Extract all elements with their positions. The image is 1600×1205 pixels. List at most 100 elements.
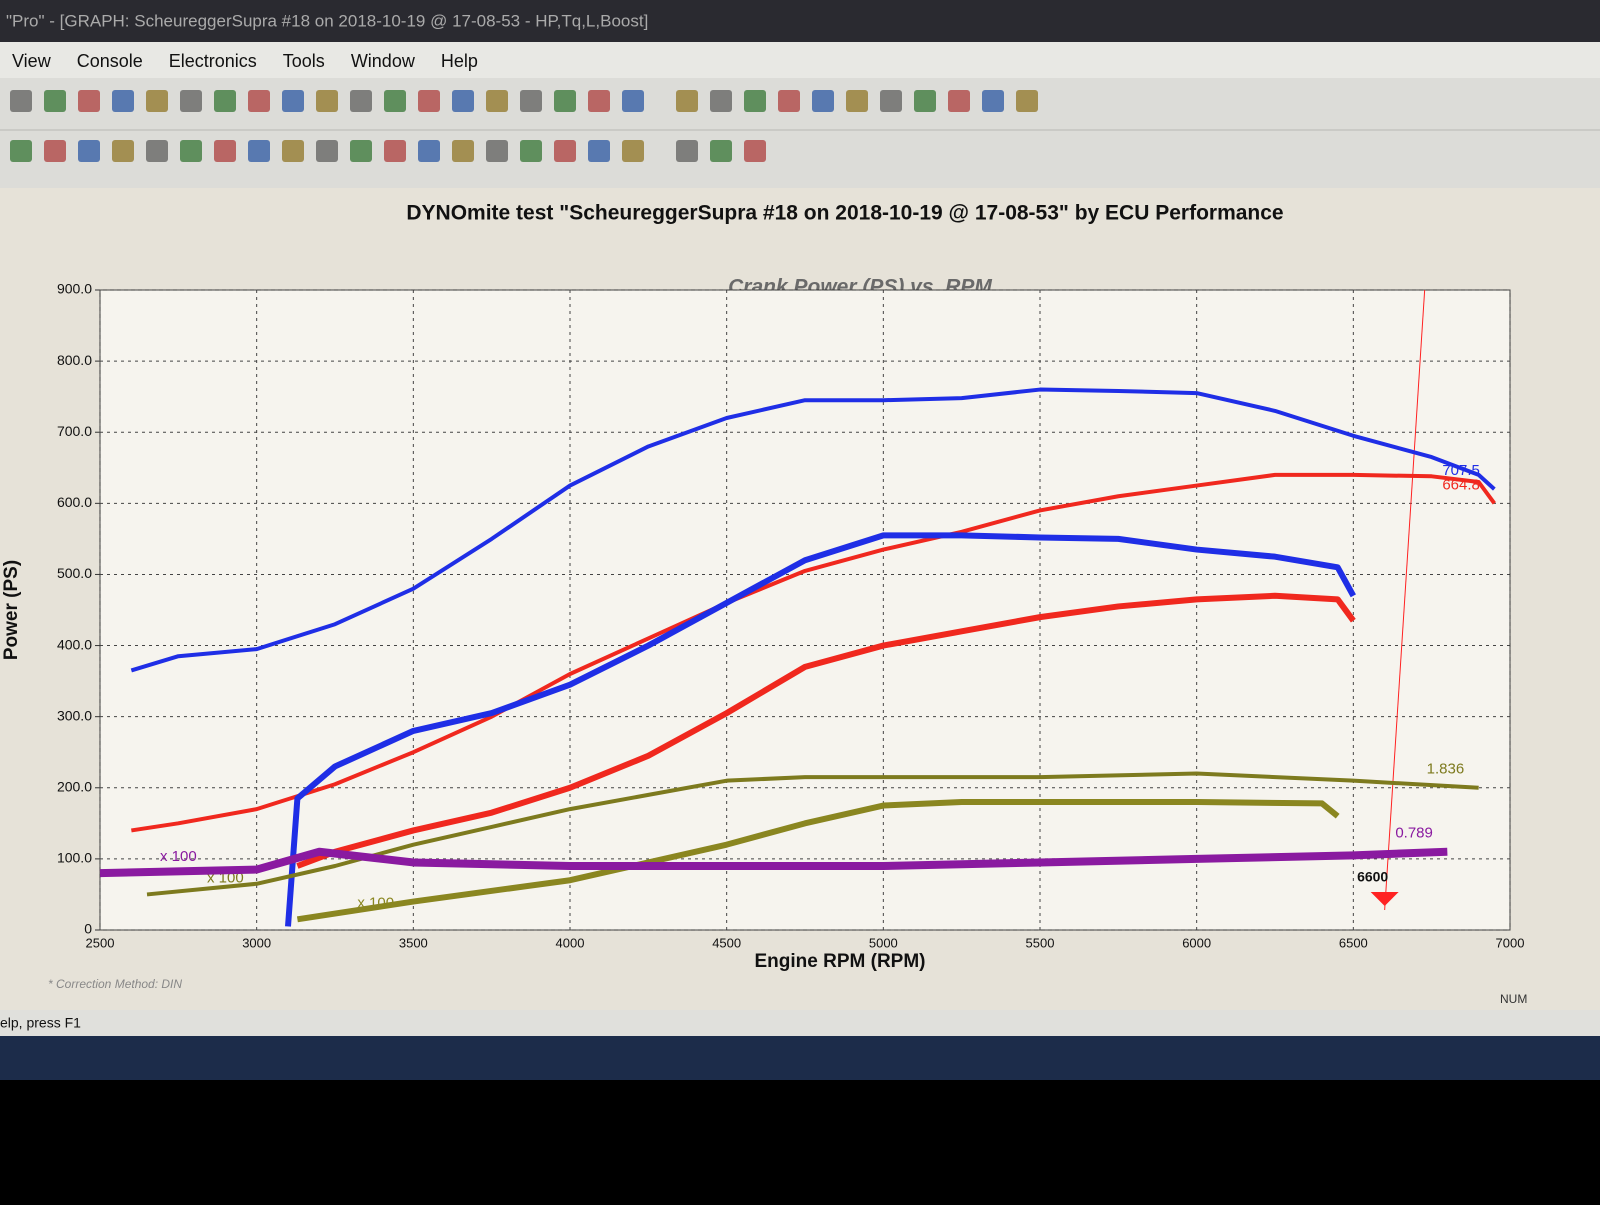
x-tick-label: 4000 — [556, 935, 585, 950]
cursor-label: 6600 — [1357, 869, 1388, 885]
toolbar-button[interactable] — [554, 90, 576, 112]
toolbar-button[interactable] — [10, 140, 32, 162]
y-tick-label: 500.0 — [57, 565, 92, 581]
toolbar-button[interactable] — [588, 90, 610, 112]
toolbar-button[interactable] — [676, 140, 698, 162]
window-title: "Pro" - [GRAPH: ScheureggerSupra #18 on … — [6, 11, 648, 30]
y-tick-label: 800.0 — [57, 352, 92, 368]
x-tick-label: 6000 — [1182, 935, 1211, 950]
toolbar-button[interactable] — [622, 90, 644, 112]
series-line — [130, 387, 1496, 673]
cursor-line — [1384, 289, 1426, 911]
menu-item[interactable]: Electronics — [169, 51, 257, 71]
series-line — [131, 472, 1496, 833]
toolbar-button[interactable] — [486, 140, 508, 162]
toolbar-button[interactable] — [282, 140, 304, 162]
toolbar-button[interactable] — [452, 140, 474, 162]
toolbar-button[interactable] — [10, 90, 32, 112]
title-bar — [0, 0, 1600, 42]
toolbar-button[interactable] — [880, 90, 902, 112]
toolbar-button[interactable] — [982, 90, 1004, 112]
toolbar-button[interactable] — [846, 90, 868, 112]
toolbar-button[interactable] — [78, 140, 100, 162]
status-hint: elp, press F1 — [0, 1015, 81, 1031]
series-line — [296, 592, 1356, 869]
toolbar-button[interactable] — [44, 140, 66, 162]
x-tick-label: 3500 — [399, 935, 428, 950]
toolbar-button[interactable] — [214, 140, 236, 162]
toolbar-button[interactable] — [78, 90, 100, 112]
menu-item[interactable]: Console — [77, 51, 143, 71]
toolbar-button[interactable] — [248, 90, 270, 112]
toolbar-button[interactable] — [588, 140, 610, 162]
toolbar-button[interactable] — [384, 140, 406, 162]
toolbar-button[interactable] — [744, 90, 766, 112]
toolbar-button[interactable] — [812, 90, 834, 112]
series-line — [146, 771, 1479, 897]
toolbar-button[interactable] — [214, 90, 236, 112]
toolbar-button[interactable] — [486, 90, 508, 112]
menu-item[interactable]: Tools — [283, 51, 325, 71]
menu-bar — [0, 42, 1600, 78]
toolbar-button[interactable] — [44, 90, 66, 112]
toolbar-button[interactable] — [146, 90, 168, 112]
y-tick-label: 100.0 — [57, 850, 92, 866]
x-tick-label: 2500 — [86, 935, 115, 950]
correction-note: * Correction Method: DIN — [48, 977, 182, 991]
toolbar-button[interactable] — [1016, 90, 1038, 112]
x-tick-label: 5500 — [1026, 935, 1055, 950]
menu-item[interactable]: View — [12, 51, 52, 71]
toolbar-button[interactable] — [180, 90, 202, 112]
toolbar-button[interactable] — [180, 140, 202, 162]
x-tick-label: 4500 — [712, 935, 741, 950]
series-line — [296, 799, 1340, 923]
menu-item[interactable]: Window — [351, 51, 416, 71]
x-tick-label: 7000 — [1496, 935, 1525, 950]
y-axis-label: Power (PS) — [1, 560, 22, 660]
toolbar-button[interactable] — [384, 90, 406, 112]
y-tick-label: 200.0 — [57, 778, 92, 794]
toolbar-button[interactable] — [914, 90, 936, 112]
toolbar-button[interactable] — [112, 140, 134, 162]
y-tick-label: 300.0 — [57, 707, 92, 723]
cursor-marker — [1370, 892, 1399, 906]
x-tick-label: 3000 — [242, 935, 271, 950]
toolbar-button[interactable] — [710, 140, 732, 162]
y-tick-label: 900.0 — [57, 281, 92, 297]
toolbar-button[interactable] — [316, 90, 338, 112]
toolbar-button[interactable] — [676, 90, 698, 112]
toolbar-button[interactable] — [350, 90, 372, 112]
y-tick-label: 600.0 — [57, 494, 92, 510]
y-tick-label: 400.0 — [57, 636, 92, 652]
status-bar — [0, 1010, 1600, 1036]
toolbar-button[interactable] — [418, 140, 440, 162]
x-axis-label: Engine RPM (RPM) — [755, 951, 926, 972]
x-tick-label: 6500 — [1339, 935, 1368, 950]
toolbar-button[interactable] — [112, 90, 134, 112]
y-tick-label: 0 — [84, 921, 92, 937]
toolbar-button[interactable] — [146, 140, 168, 162]
end-label: 1.836 — [1427, 761, 1465, 778]
toolbar-button[interactable] — [350, 140, 372, 162]
toolbar-button[interactable] — [248, 140, 270, 162]
menu-item[interactable]: Help — [441, 51, 478, 71]
series-line — [99, 847, 1448, 878]
taskbar — [0, 1036, 1600, 1080]
toolbar-button[interactable] — [778, 90, 800, 112]
toolbar-button[interactable] — [520, 90, 542, 112]
toolbar-button[interactable] — [418, 90, 440, 112]
toolbar-button[interactable] — [948, 90, 970, 112]
scale-tag: x 100 — [160, 848, 197, 865]
toolbar-button[interactable] — [710, 90, 732, 112]
toolbar-button[interactable] — [282, 90, 304, 112]
toolbar-button[interactable] — [554, 140, 576, 162]
status-num: NUM — [1500, 992, 1527, 1006]
toolbar-button[interactable] — [622, 140, 644, 162]
toolbar-button[interactable] — [316, 140, 338, 162]
toolbar-button[interactable] — [452, 90, 474, 112]
toolbar-button[interactable] — [744, 140, 766, 162]
toolbar-button[interactable] — [520, 140, 542, 162]
end-label: 0.789 — [1395, 825, 1433, 842]
plot-area — [99, 289, 1511, 931]
